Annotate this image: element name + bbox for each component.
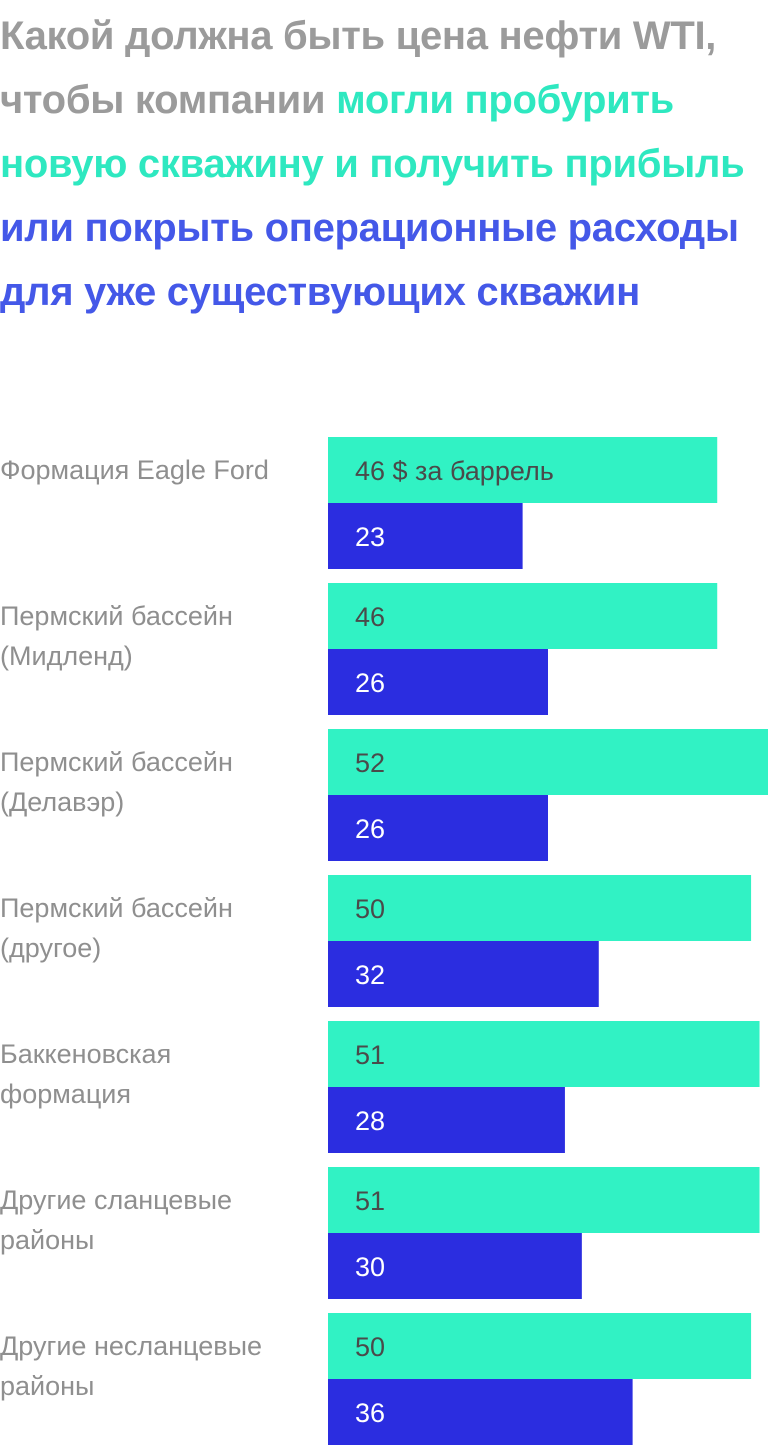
category-label: Пермский бассейн (Делавэр) bbox=[0, 747, 233, 817]
title-part-blue: или покрыть операционные расходы для уже… bbox=[0, 206, 739, 314]
bar-value-label: 30 bbox=[355, 1252, 385, 1282]
bar-existing-well bbox=[328, 503, 523, 569]
bar-existing-well bbox=[328, 1087, 565, 1153]
category-label: Другие сланцевые районы bbox=[0, 1185, 232, 1255]
category-label: Другие несланцевые районы bbox=[0, 1331, 262, 1401]
bar-new-well bbox=[328, 1021, 760, 1087]
category-label-line: Другие сланцевые bbox=[0, 1185, 232, 1215]
category-label: Баккеновская формация bbox=[0, 1039, 171, 1109]
bar-value-label: 50 bbox=[355, 1332, 385, 1362]
category-label-line: (другое) bbox=[0, 933, 101, 963]
bar-new-well bbox=[328, 729, 768, 795]
category-label: Пермский бассейн (Мидленд) bbox=[0, 601, 233, 671]
title-part-gray: Какой должна быть цена нефти WTI, чтобы … bbox=[0, 14, 717, 122]
bar-value-label: 46 $ за баррель bbox=[355, 456, 554, 486]
category-group: Пермский бассейн (другое) 50 32 bbox=[0, 875, 752, 1007]
bar-new-well bbox=[328, 437, 718, 503]
bar-value-label: 50 bbox=[355, 894, 385, 924]
bar-new-well bbox=[328, 1313, 752, 1379]
bar-value-label: 26 bbox=[355, 814, 385, 844]
category-group: Баккеновская формация 51 28 bbox=[0, 1021, 760, 1153]
category-label-line: районы bbox=[0, 1371, 94, 1401]
category-label-line: (Делавэр) bbox=[0, 787, 124, 817]
category-group: Пермский бассейн (Мидленд) 46 26 bbox=[0, 583, 718, 715]
bar-new-well bbox=[328, 875, 752, 941]
bar-value-label: 36 bbox=[355, 1398, 385, 1428]
title-part-green: могли пробурить новую скважину и получит… bbox=[0, 78, 745, 186]
bar-new-well bbox=[328, 1167, 760, 1233]
bar-value-label: 52 bbox=[355, 748, 385, 778]
category-label-line: Пермский бассейн bbox=[0, 893, 233, 923]
category-label-line: Другие несланцевые bbox=[0, 1331, 262, 1361]
bar-value-label: 26 bbox=[355, 668, 385, 698]
category-label-line: Пермский бассейн bbox=[0, 747, 233, 777]
bar-value-label: 23 bbox=[355, 522, 385, 552]
bar-existing-well bbox=[328, 1233, 582, 1299]
category-group: Пермский бассейн (Делавэр) 52 26 bbox=[0, 729, 768, 861]
bar-value-label: 46 bbox=[355, 602, 385, 632]
bar-value-label: 32 bbox=[355, 960, 385, 990]
category-group: Другие несланцевые районы 50 36 bbox=[0, 1313, 752, 1445]
bar-existing-well bbox=[328, 795, 548, 861]
category-label-line: формация bbox=[0, 1079, 131, 1109]
category-label: Пермский бассейн (другое) bbox=[0, 893, 233, 963]
category-label-line: Баккеновская bbox=[0, 1039, 171, 1069]
category-group: Другие сланцевые районы 51 30 bbox=[0, 1167, 760, 1299]
bar-existing-well bbox=[328, 1379, 633, 1445]
category-label-line: районы bbox=[0, 1225, 94, 1255]
bar-new-well bbox=[328, 583, 718, 649]
bar-value-label: 28 bbox=[355, 1106, 385, 1136]
category-label-line: Пермский бассейн bbox=[0, 601, 233, 631]
category-label-line: (Мидленд) bbox=[0, 641, 133, 671]
chart-title: Какой должна быть цена нефти WTI, чтобы … bbox=[0, 4, 768, 324]
bar-existing-well bbox=[328, 649, 548, 715]
category-label: Формация Eagle Ford bbox=[0, 455, 269, 485]
category-group: Формация Eagle Ford 46 $ за баррель 23 bbox=[0, 437, 718, 569]
bar-value-label: 51 bbox=[355, 1186, 385, 1216]
bar-value-label: 51 bbox=[355, 1040, 385, 1070]
category-label-line: Формация Eagle Ford bbox=[0, 455, 269, 485]
bar-existing-well bbox=[328, 941, 599, 1007]
